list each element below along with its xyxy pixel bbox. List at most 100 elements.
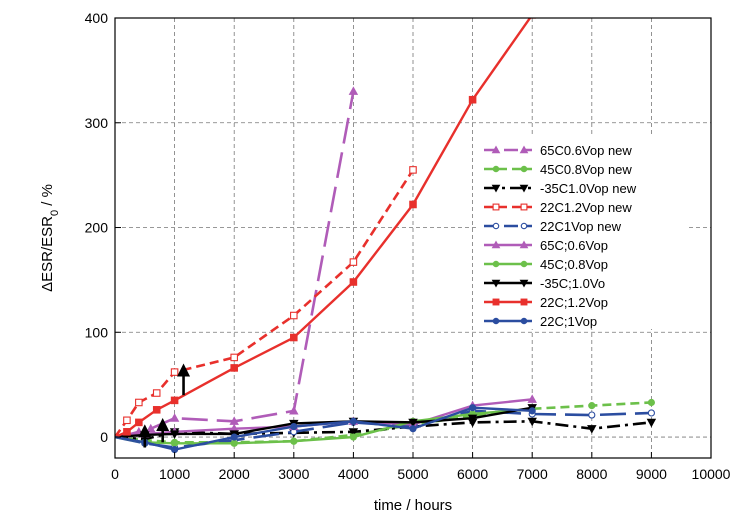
data-point <box>230 433 238 441</box>
data-point <box>647 409 655 417</box>
data-point <box>123 428 131 436</box>
x-tick-label: 4000 <box>338 466 369 482</box>
data-point <box>492 203 500 211</box>
legend-item: 45C;0.8Vop <box>484 257 608 272</box>
data-point <box>170 368 179 376</box>
data-point <box>491 240 501 249</box>
data-point <box>520 165 528 173</box>
legend-label: 22C;1.2Vop <box>540 295 608 310</box>
axis-ticks: 0 1000 2000 3000 4000 5000 6000 7000 8000 9000 100… <box>85 10 731 482</box>
data-point <box>290 333 298 342</box>
data-point <box>349 258 358 266</box>
data-point <box>491 145 501 154</box>
y-axis-label: ΔESR/ESR0 / % <box>39 184 61 292</box>
data-point <box>169 430 180 439</box>
data-point <box>519 184 529 193</box>
x-tick-label: 7000 <box>517 466 548 482</box>
data-point <box>491 279 501 288</box>
legend-label: 45C;0.8Vop <box>540 257 608 272</box>
data-point <box>290 311 298 320</box>
data-point <box>152 406 161 414</box>
series-line <box>115 169 415 438</box>
data-point <box>492 317 500 325</box>
y-axis-label-main: ΔESR/ESR <box>39 216 56 292</box>
data-point <box>492 260 500 268</box>
data-point <box>230 364 238 372</box>
data-point <box>409 425 417 433</box>
data-point <box>409 200 417 209</box>
y-tick-label: 200 <box>85 220 109 236</box>
legend-label: 22C;1Vop <box>540 314 597 329</box>
y-tick-label: 0 <box>100 429 108 445</box>
data-point <box>519 240 529 249</box>
data-point <box>135 398 143 407</box>
series-9 <box>115 404 536 454</box>
legend-label: 22C1.2Vop new <box>540 200 632 215</box>
x-tick-label: 8000 <box>576 466 607 482</box>
data-point <box>409 166 417 174</box>
data-point <box>527 394 537 403</box>
data-point <box>520 203 528 211</box>
data-point <box>520 298 528 306</box>
legend-item: 65C;0.6Vop <box>484 238 608 253</box>
y-axis-label-sub: 0 <box>49 210 61 216</box>
x-tick-label: 6000 <box>457 466 488 482</box>
data-point <box>289 405 299 415</box>
legend-item: 65C0.6Vop new <box>484 143 632 158</box>
data-point <box>519 279 529 288</box>
data-point <box>588 411 596 419</box>
data-point <box>588 402 596 410</box>
x-tick-label: 2000 <box>219 466 250 482</box>
data-point <box>587 425 597 434</box>
y-tick-label: 100 <box>85 324 109 340</box>
data-point <box>467 414 478 424</box>
data-point <box>469 404 477 412</box>
data-point <box>290 437 298 445</box>
data-point <box>349 433 357 441</box>
legend-item: 22C1.2Vop new <box>484 200 632 215</box>
data-point <box>520 317 528 325</box>
x-tick-label: 1000 <box>159 466 190 482</box>
data-point <box>349 417 357 425</box>
legend-item: 45C0.8Vop new <box>484 162 632 177</box>
legend-label: 45C0.8Vop new <box>540 162 632 177</box>
x-tick-label: 9000 <box>636 466 667 482</box>
legend-label: 22C1Vop new <box>540 219 622 234</box>
legend-item: 22C;1.2Vop <box>484 295 608 310</box>
data-point <box>520 260 528 268</box>
data-point <box>492 165 500 173</box>
x-tick-label: 5000 <box>397 466 428 482</box>
series-3 <box>115 166 417 438</box>
data-point <box>230 439 238 447</box>
data-point <box>519 145 529 154</box>
data-point <box>468 95 477 104</box>
x-tick-label: 3000 <box>278 466 309 482</box>
data-point <box>491 184 501 193</box>
data-point <box>492 222 500 230</box>
data-point <box>171 446 179 454</box>
legend-item: 22C1Vop new <box>484 219 622 234</box>
y-tick-label: 300 <box>85 115 109 131</box>
data-point <box>408 418 418 428</box>
data-point <box>646 418 657 428</box>
data-point <box>348 428 359 437</box>
y-tick-label: 400 <box>85 10 109 26</box>
y-axis-label-unit: / % <box>39 184 56 210</box>
data-point <box>171 439 179 447</box>
data-point <box>290 422 298 431</box>
data-point <box>528 407 536 415</box>
data-point <box>527 417 537 427</box>
series-0 <box>115 86 359 439</box>
data-point <box>528 18 536 19</box>
data-point <box>230 353 238 362</box>
data-point <box>520 222 528 230</box>
legend: 65C0.6Vop new 45C0.8Vop new -35C1.0Vop new… <box>478 137 686 329</box>
legend-label: -35C1.0Vop new <box>540 181 637 196</box>
legend-item: -35C;1.0Vo <box>484 276 605 291</box>
x-axis-label: time / hours <box>374 497 452 514</box>
data-point <box>349 278 358 286</box>
legend-item: -35C1.0Vop new <box>484 181 637 196</box>
x-tick-label: 0 <box>111 466 119 482</box>
annotation-layer <box>138 363 191 448</box>
legend-label: 65C0.6Vop new <box>540 143 632 158</box>
